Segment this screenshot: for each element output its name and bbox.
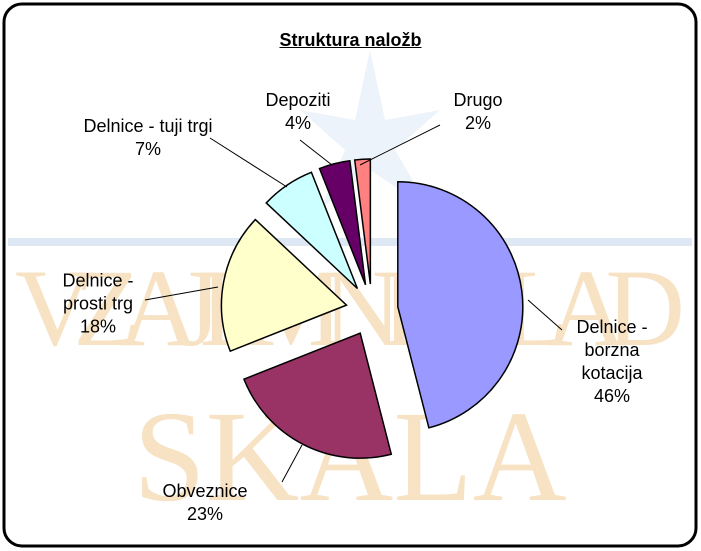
leader-line <box>359 124 441 166</box>
value-label: 4% <box>284 113 311 133</box>
watermark-star <box>300 50 440 210</box>
leader-line <box>209 137 288 188</box>
slice-label: Obveznice 23% <box>145 480 265 526</box>
slice-label: Drugo 2% <box>428 89 528 135</box>
leader-line <box>299 139 333 166</box>
leader-line <box>144 286 219 301</box>
category-label: Delnice - prosti trg <box>62 270 134 314</box>
category-label: Depoziti <box>265 90 331 110</box>
slice-label: Delnice - borzna kotacija 46% <box>565 316 660 408</box>
pie-slice <box>318 159 367 286</box>
value-label: 7% <box>134 139 161 159</box>
value-label: 18% <box>79 316 117 337</box>
pie-slice <box>265 171 359 290</box>
category-label: Drugo <box>453 90 503 110</box>
value-label: 46% <box>593 386 631 406</box>
pie-slice <box>220 218 348 353</box>
value-label: 2% <box>464 113 491 133</box>
category-label: Obveznice <box>162 481 248 501</box>
slice-label: Delnice - prosti trg 18% <box>48 270 148 339</box>
pie-slice <box>353 158 372 285</box>
leader-line <box>281 444 303 483</box>
pie-slice <box>243 332 393 459</box>
slice-label: Delnice - tuji trgi 7% <box>83 115 213 161</box>
chart-title: Struktura naložb <box>279 30 422 50</box>
pie-slice <box>397 180 524 429</box>
value-label: 23% <box>186 504 224 524</box>
category-label: Delnice - borzna kotacija <box>576 317 648 383</box>
leader-line <box>527 299 563 331</box>
category-label: Delnice - tuji trgi <box>83 116 213 136</box>
slice-label: Depoziti 4% <box>248 89 348 135</box>
